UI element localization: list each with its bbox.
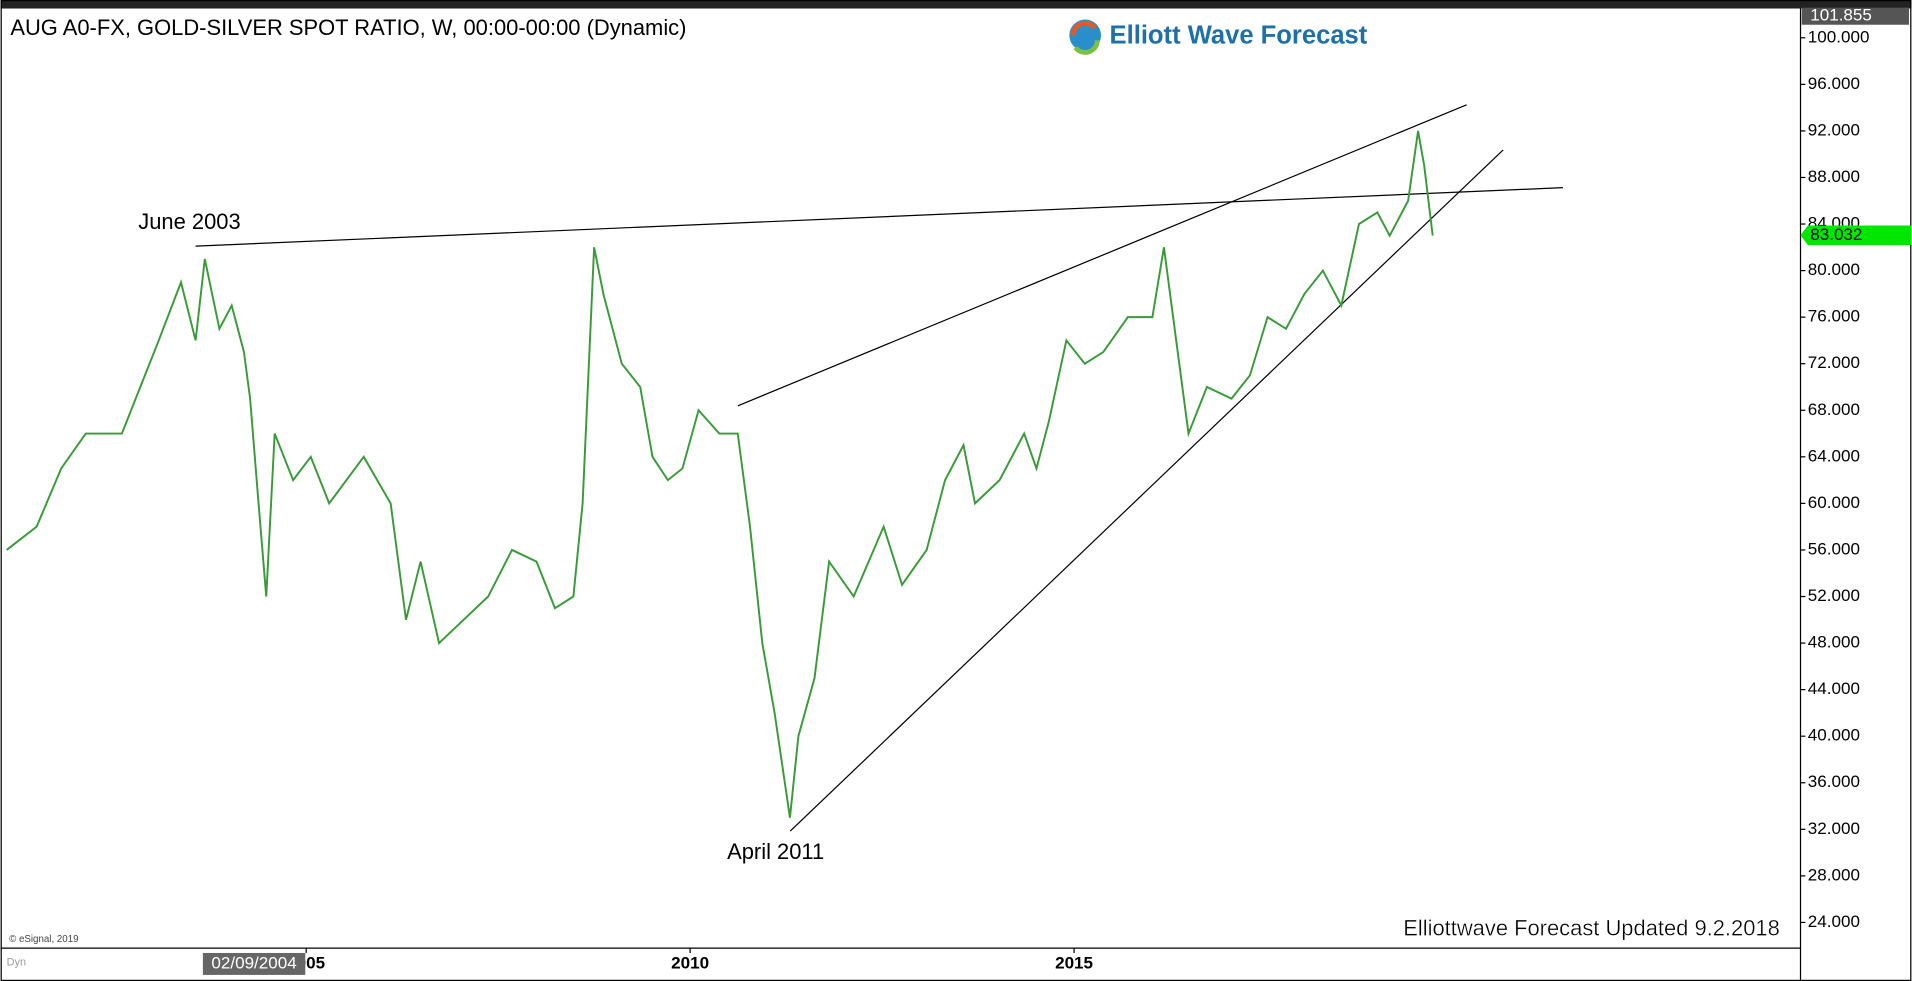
trendline — [789, 149, 1504, 832]
last-price: 83.032 — [1810, 225, 1862, 244]
y-tick-label: 100.000 — [1808, 27, 1870, 46]
annotation: June 2003 — [138, 209, 240, 234]
mode-label: Dyn — [7, 957, 26, 969]
footer-note: Elliottwave Forecast Updated 9.2.2018 — [1403, 916, 1780, 941]
last-price-tag — [1800, 225, 1912, 246]
y-tick-label: 92.000 — [1808, 120, 1860, 139]
y-tick-label: 48.000 — [1808, 633, 1860, 652]
trendline — [737, 104, 1467, 407]
cursor-date-box — [202, 952, 306, 975]
x-tick-label: 2010 — [671, 953, 709, 972]
y-tick-label: 40.000 — [1808, 726, 1860, 745]
x-tick-label: 2015 — [1055, 953, 1093, 972]
logo-swoosh — [1070, 20, 1097, 36]
top-price: 101.855 — [1810, 6, 1872, 25]
copyright: © eSignal, 2019 — [9, 934, 78, 945]
brand-name: Elliott Wave Forecast — [1110, 21, 1368, 49]
y-tick-label: 52.000 — [1808, 586, 1860, 605]
top-price-tag — [1801, 7, 1909, 25]
annotation: April 2011 — [727, 839, 824, 864]
y-tick-label: 36.000 — [1808, 772, 1860, 791]
y-tick-label: 44.000 — [1808, 679, 1860, 698]
y-tick-label: 76.000 — [1808, 307, 1860, 326]
window-top-bar — [0, 0, 1912, 9]
y-tick-label: 56.000 — [1808, 539, 1860, 558]
price-line — [6, 130, 1434, 818]
y-tick-label: 28.000 — [1808, 865, 1860, 884]
y-tick-label: 96.000 — [1808, 74, 1860, 93]
cursor-date: 02/09/2004 — [211, 953, 296, 972]
chart-title: AUG A0-FX, GOLD-SILVER SPOT RATIO, W, 00… — [10, 15, 686, 40]
y-tick-label: 60.000 — [1808, 493, 1860, 512]
y-tick-label: 32.000 — [1808, 819, 1860, 838]
y-tick-label: 68.000 — [1808, 400, 1860, 419]
y-tick-label: 24.000 — [1808, 912, 1860, 931]
logo: Elliott Wave Forecast — [1069, 19, 1368, 55]
logo-swoosh — [1073, 39, 1100, 55]
y-tick-label: 88.000 — [1808, 167, 1860, 186]
trendline — [195, 187, 1563, 247]
y-tick-label: 64.000 — [1808, 446, 1860, 465]
y-tick-label: 80.000 — [1808, 260, 1860, 279]
y-tick-label: 72.000 — [1808, 353, 1860, 372]
